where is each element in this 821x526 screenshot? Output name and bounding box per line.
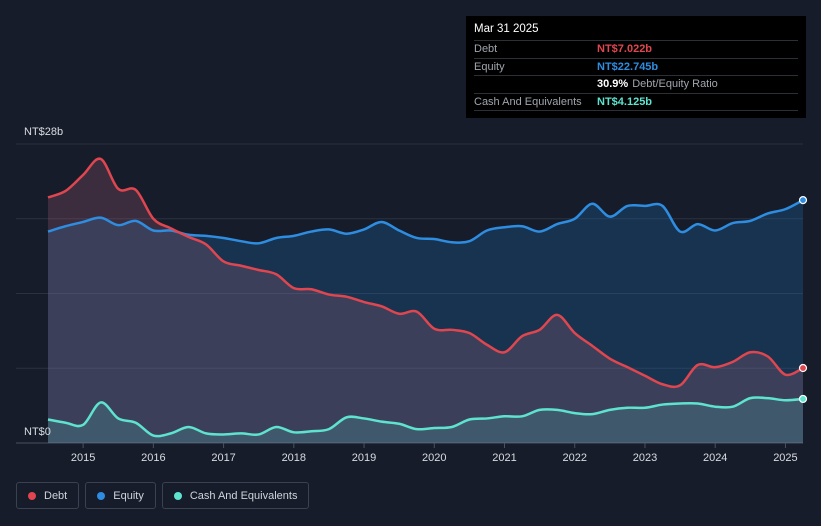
tooltip-row-ratio: 30.9% Debt/Equity Ratio	[474, 75, 798, 93]
x-tick-label-2019: 2019	[352, 452, 376, 464]
legend-dot-cash-icon	[173, 491, 182, 500]
legend-label-debt: Debt	[44, 489, 68, 502]
x-tick-label-2024: 2024	[703, 452, 727, 464]
chart-legend: Debt Equity Cash And Equivalents	[16, 482, 310, 509]
legend-item-debt[interactable]: Debt	[16, 482, 80, 509]
tooltip-ratio-value: 30.9%	[597, 78, 629, 91]
legend-dot-equity-icon	[97, 491, 106, 500]
equity-end-point	[798, 196, 808, 205]
tooltip-debt-value: NT$7.022b	[597, 43, 653, 56]
x-tick-label-2021: 2021	[492, 452, 516, 464]
tooltip-equity-label: Equity	[474, 60, 505, 73]
x-tick-label-2022: 2022	[563, 452, 587, 464]
legend-item-cash[interactable]: Cash And Equivalents	[161, 482, 310, 509]
cash-line	[47, 396, 804, 438]
tooltip-row-debt: Debt NT$7.022b	[474, 40, 798, 58]
y-axis-top-label: NT$28b	[24, 126, 63, 138]
x-tick-label-2020: 2020	[422, 452, 446, 464]
x-tick-label-2017: 2017	[211, 452, 235, 464]
y-axis-bottom-label: NT$0	[24, 426, 51, 438]
cash-area	[48, 397, 803, 443]
tooltip-date: Mar 31 2025	[474, 23, 539, 35]
legend-dot-debt-icon	[28, 491, 36, 500]
debt-area	[48, 158, 803, 443]
legend-label-equity: Equity	[113, 489, 144, 502]
debt-line	[47, 157, 804, 389]
tooltip-cash-value: NT$4.125b	[597, 95, 653, 108]
tooltip-ratio-label: Debt/Equity Ratio	[632, 78, 718, 91]
legend-item-equity[interactable]: Equity	[85, 482, 156, 509]
x-tick-label-2018: 2018	[282, 452, 306, 464]
x-tick-label-2016: 2016	[141, 452, 165, 464]
tooltip-row-cash: Cash And Equivalents NT$4.125b	[474, 92, 798, 111]
tooltip-cash-label: Cash And Equivalents	[474, 95, 582, 108]
legend-label-cash: Cash And Equivalents	[189, 489, 298, 502]
debt-end-point	[798, 363, 808, 373]
x-tick-label-2023: 2023	[633, 452, 657, 464]
equity-line	[47, 199, 804, 245]
cash-end-point	[798, 394, 808, 404]
tooltip-debt-label: Debt	[474, 43, 498, 56]
x-tick-label-2025: 2025	[773, 452, 797, 464]
tooltip-row-equity: Equity NT$22.745b	[474, 57, 798, 76]
tooltip-panel: Mar 31 2025 Debt NT$7.022b Equity NT$22.…	[466, 16, 806, 118]
tooltip-equity-value: NT$22.745b	[597, 60, 659, 73]
x-tick-label-2015: 2015	[71, 452, 95, 464]
